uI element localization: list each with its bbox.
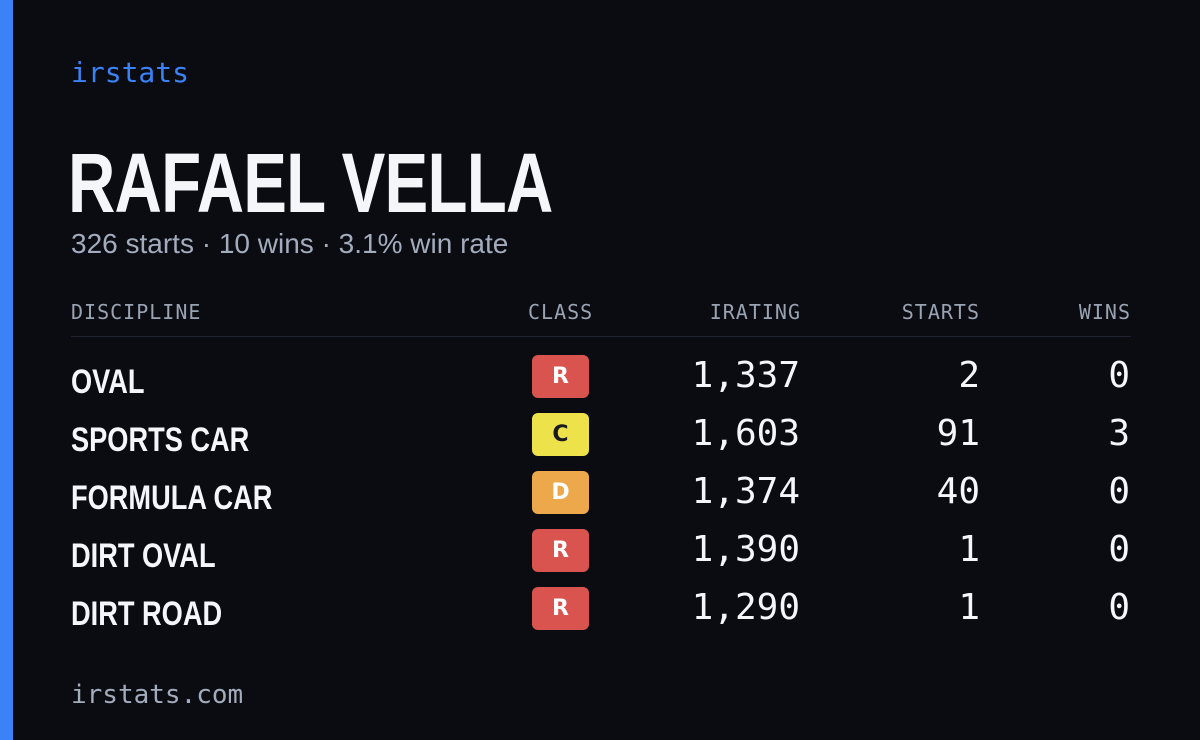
wins-value: 0: [1108, 471, 1130, 512]
wins-value: 0: [1108, 587, 1130, 628]
starts-value: 40: [936, 471, 980, 512]
discipline-name: DIRT ROAD: [71, 595, 223, 633]
irating-value: 1,603: [691, 413, 800, 454]
starts-value: 1: [958, 587, 980, 628]
irating-value: 1,290: [691, 587, 800, 628]
license-class-badge: R: [532, 529, 589, 572]
header-wins: WINS: [1078, 300, 1131, 324]
table-row: DIRT ROAD R 1,290 1 0: [71, 585, 1131, 643]
header-irating: IRATING: [709, 300, 801, 324]
brand-logo-text[interactable]: irstats: [71, 56, 190, 89]
irating-value: 1,337: [691, 355, 800, 396]
driver-summary: 326 starts · 10 wins · 3.1% win rate: [71, 228, 508, 260]
starts-value: 91: [936, 413, 980, 454]
summary-winrate: 3.1% win rate: [338, 228, 509, 259]
header-starts: STARTS: [901, 300, 980, 324]
license-class-badge: R: [532, 355, 589, 398]
license-class-badge: R: [532, 587, 589, 630]
table-row: DIRT OVAL R 1,390 1 0: [71, 527, 1131, 585]
table-body: OVAL R 1,337 2 0 SPORTS CAR C 1,603 91 3…: [71, 353, 1131, 643]
driver-name: RAFAEL VELLA: [68, 136, 553, 230]
irating-value: 1,374: [691, 471, 800, 512]
table-row: FORMULA CAR D 1,374 40 0: [71, 469, 1131, 527]
table-header: DISCIPLINE CLASS IRATING STARTS WINS: [71, 296, 1131, 337]
license-class-badge: C: [532, 413, 589, 456]
wins-value: 0: [1108, 529, 1130, 570]
accent-bar: [0, 0, 13, 740]
discipline-table: DISCIPLINE CLASS IRATING STARTS WINS OVA…: [71, 296, 1131, 643]
header-class: CLASS: [528, 300, 594, 324]
starts-value: 1: [958, 529, 980, 570]
irating-value: 1,390: [691, 529, 800, 570]
summary-starts: 326 starts: [71, 228, 194, 259]
summary-wins: 10 wins: [218, 228, 314, 259]
summary-separator: ·: [321, 228, 331, 259]
wins-value: 0: [1108, 355, 1130, 396]
header-discipline: DISCIPLINE: [71, 300, 202, 324]
discipline-name: SPORTS CAR: [71, 421, 250, 459]
starts-value: 2: [958, 355, 980, 396]
wins-value: 3: [1108, 413, 1130, 454]
license-class-badge: D: [532, 471, 589, 514]
discipline-name: OVAL: [71, 363, 145, 401]
table-row: SPORTS CAR C 1,603 91 3: [71, 411, 1131, 469]
table-row: OVAL R 1,337 2 0: [71, 353, 1131, 411]
discipline-name: DIRT OVAL: [71, 537, 216, 575]
summary-separator: ·: [201, 228, 212, 259]
discipline-name: FORMULA CAR: [71, 479, 273, 517]
footer-url[interactable]: irstats.com: [71, 680, 244, 710]
